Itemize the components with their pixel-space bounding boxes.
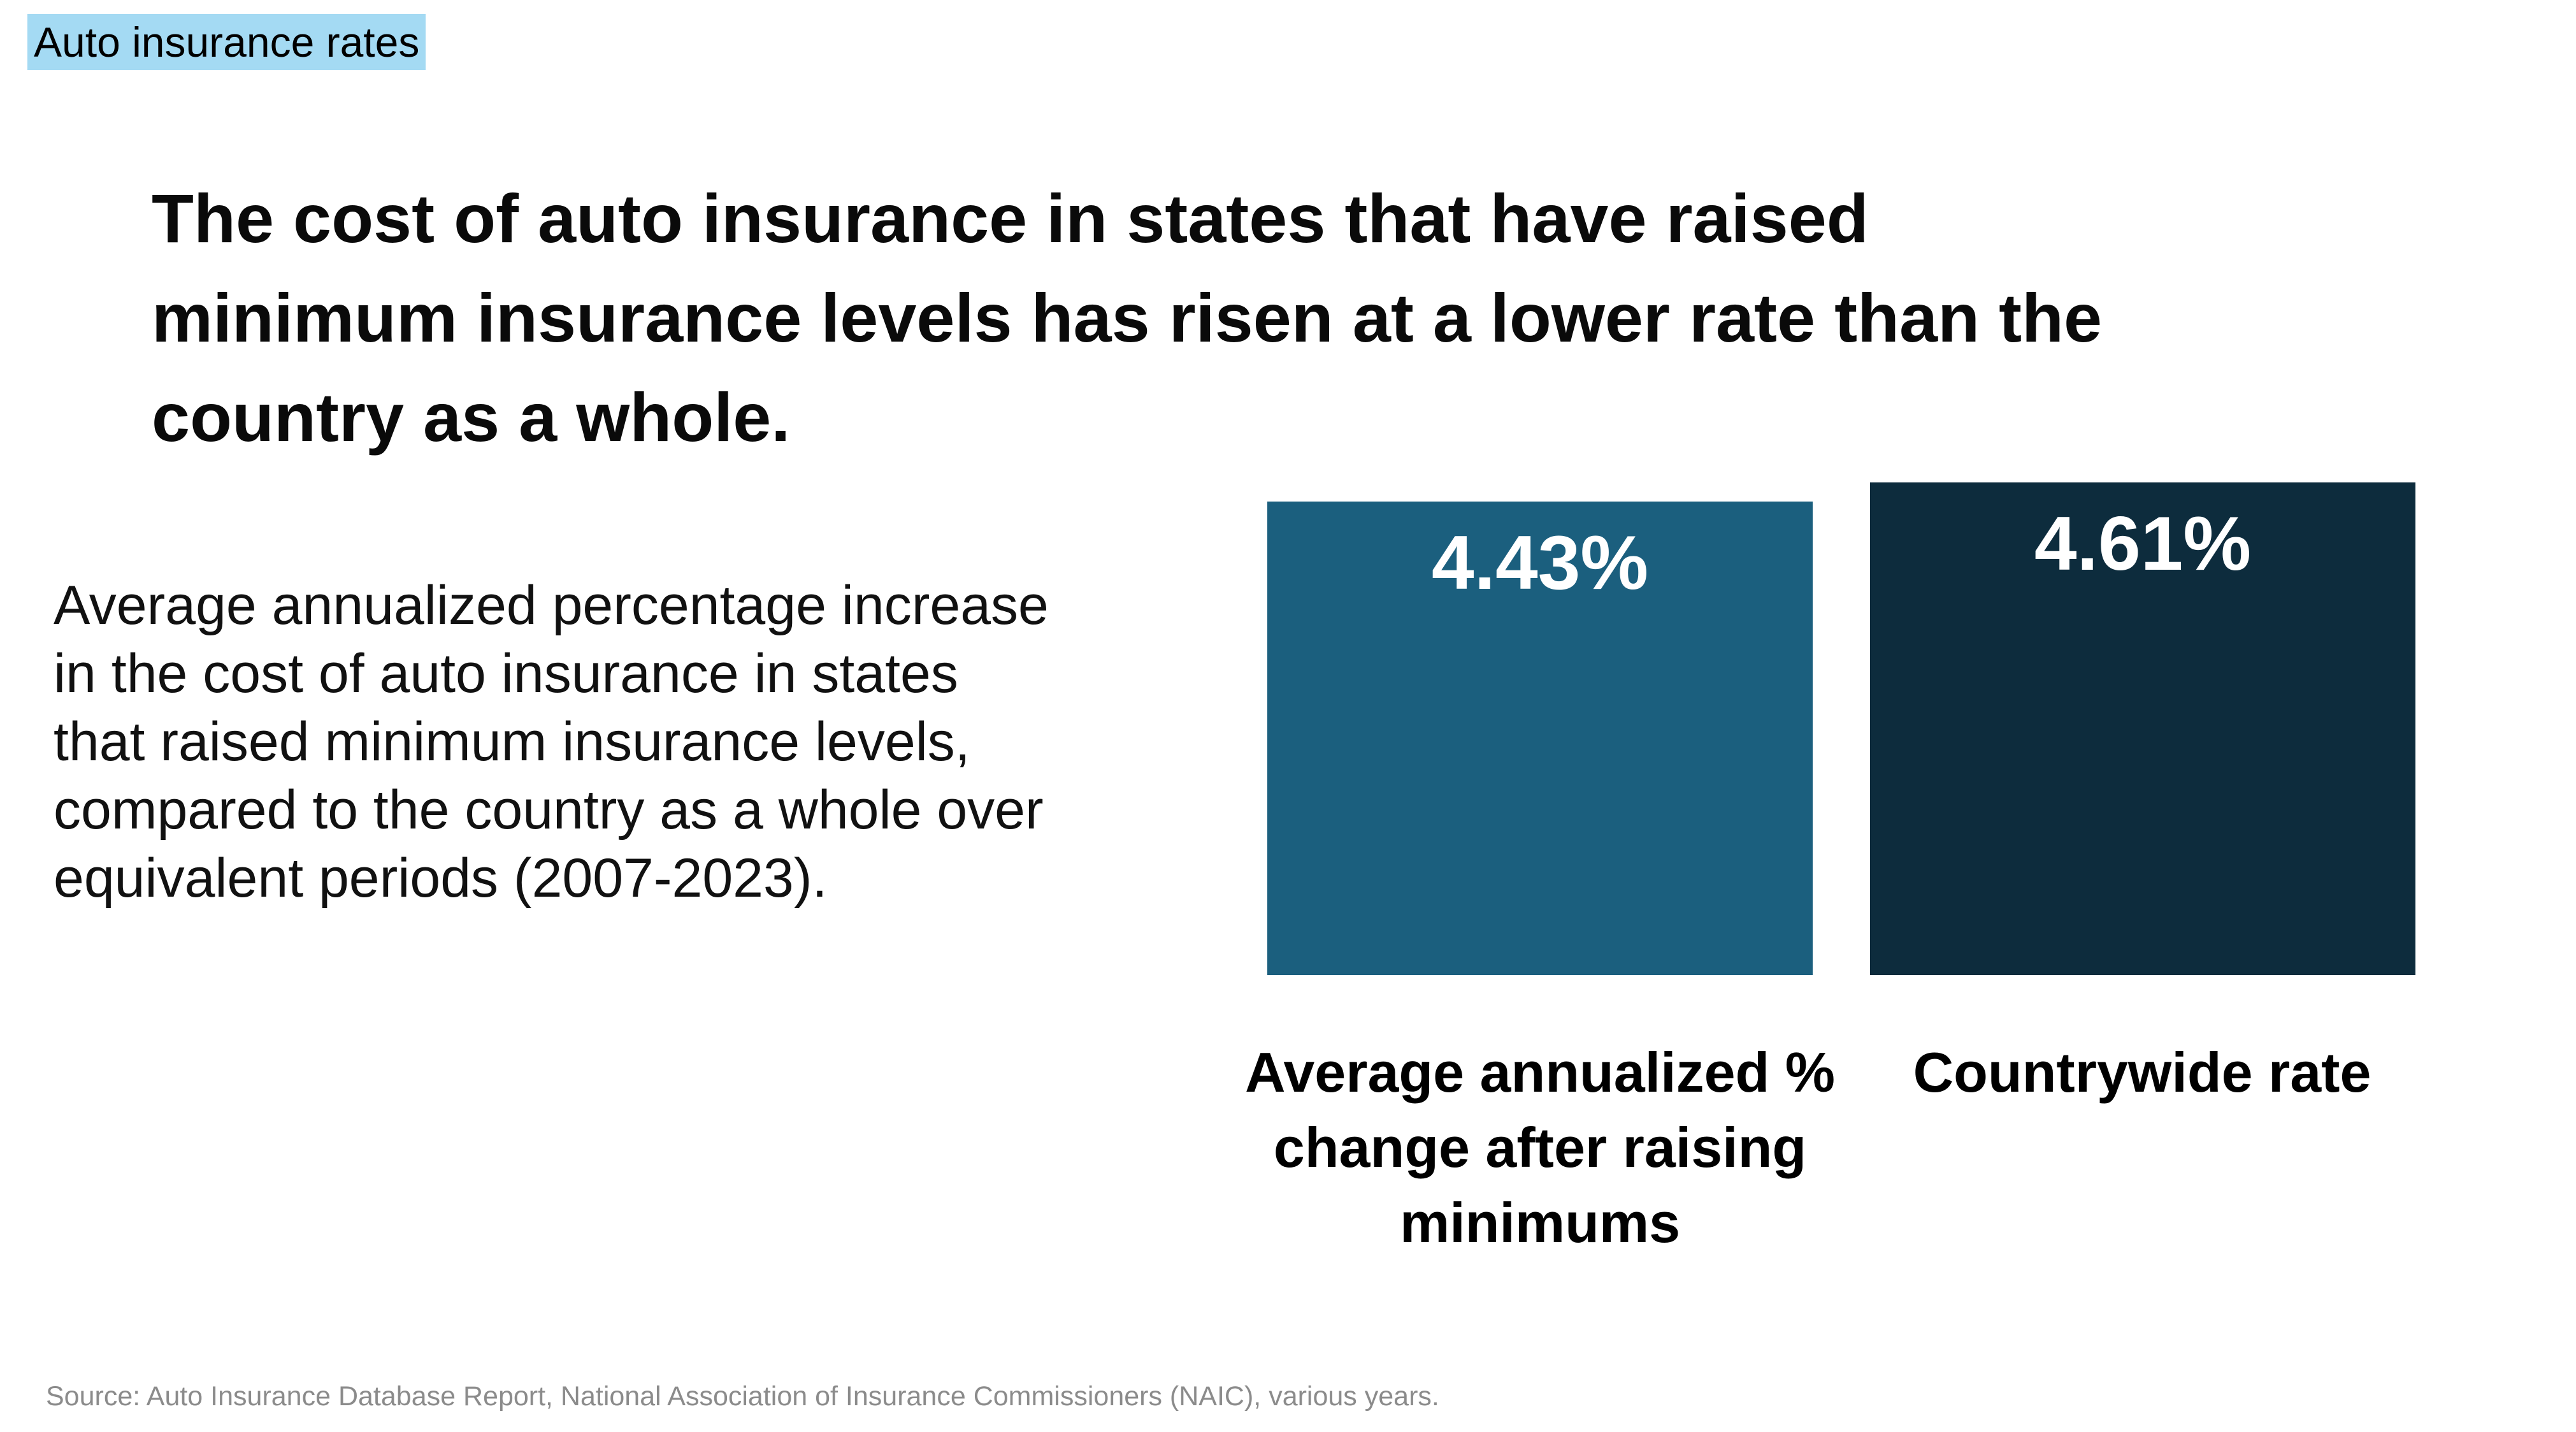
kicker-tag: Auto insurance rates — [27, 14, 426, 70]
bar-raised-minimums: 4.43% — [1267, 502, 1813, 975]
bar-value-countrywide: 4.61% — [2034, 501, 2252, 586]
bar-category-label-countrywide: Countrywide rate — [1913, 1041, 2371, 1104]
chart-description: Average annualized percentage increase i… — [54, 575, 1049, 909]
bar-category-label-raised-minimums: Average annualized % change after raisin… — [1245, 1041, 1835, 1254]
page-title: The cost of auto insurance in states tha… — [152, 180, 2103, 456]
source-note: Source: Auto Insurance Database Report, … — [46, 1381, 1439, 1412]
bar-chart: 4.43% 4.61% — [1267, 465, 2415, 975]
bar-countrywide: 4.61% — [1870, 482, 2415, 975]
bar-value-raised-minimums: 4.43% — [1431, 520, 1649, 605]
